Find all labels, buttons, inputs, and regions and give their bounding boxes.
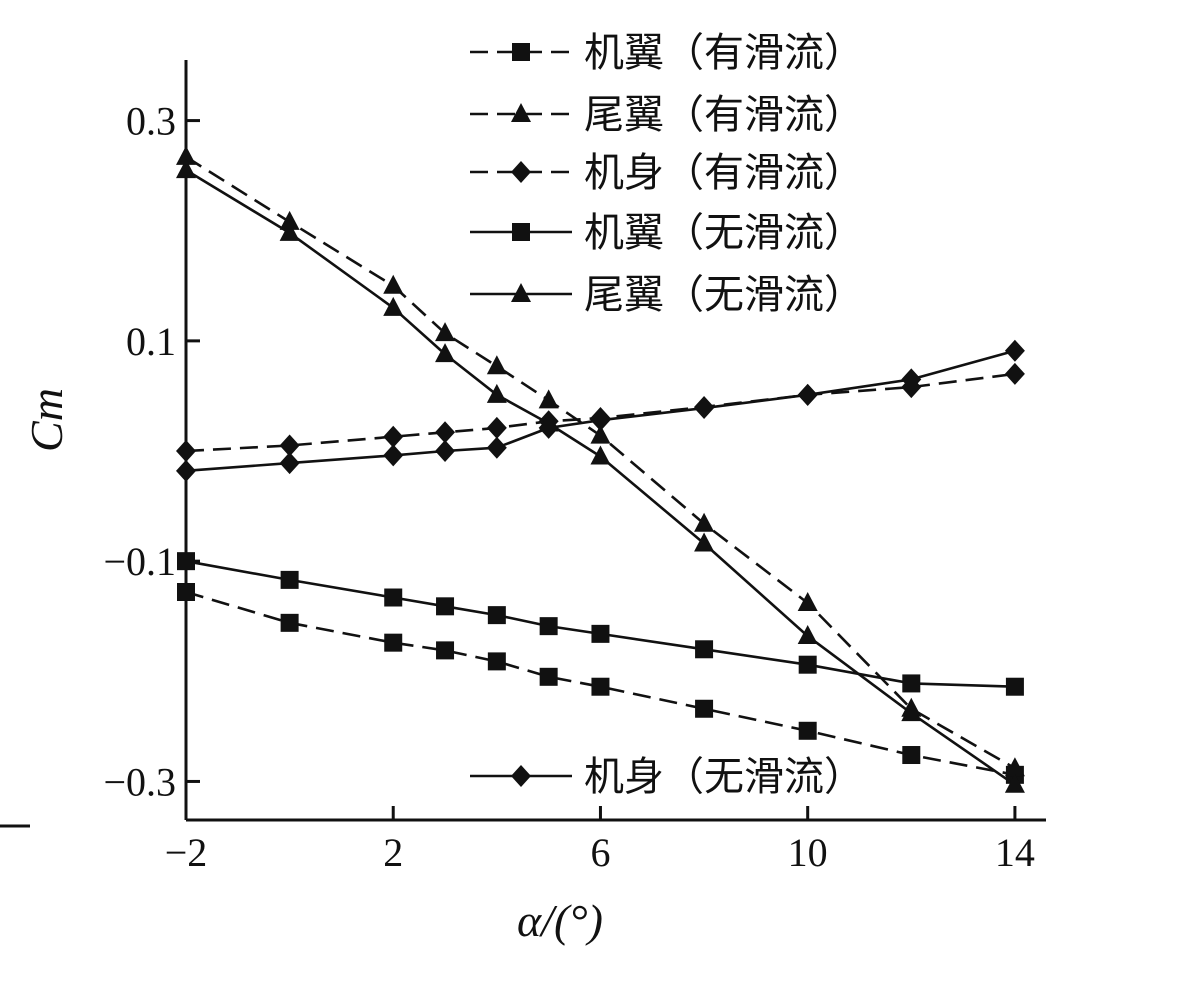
legend-item: 机身（有滑流） bbox=[470, 150, 864, 196]
data-point bbox=[279, 434, 300, 457]
data-point bbox=[590, 445, 611, 465]
legend-label: 机身（无滑流） bbox=[584, 754, 864, 800]
data-point bbox=[590, 424, 611, 444]
data-point bbox=[176, 145, 196, 165]
legend: 机翼（有滑流） 尾翼（有滑流） 机身（有滑流） 机翼（无滑流） 尾翼（无滑流） 机身（无滑… bbox=[470, 30, 864, 800]
y-tick-label: 0.3 bbox=[126, 99, 176, 144]
data-point bbox=[797, 592, 818, 612]
data-point bbox=[694, 532, 715, 552]
data-point bbox=[176, 159, 196, 179]
data-point bbox=[901, 702, 922, 722]
data-point bbox=[539, 617, 558, 636]
data-point bbox=[695, 699, 714, 718]
legend-item: 尾翼（有滑流） bbox=[470, 92, 864, 138]
data-point bbox=[384, 588, 403, 607]
data-point bbox=[176, 440, 196, 463]
x-axis-label: α/(°) bbox=[517, 895, 603, 946]
plot-frame bbox=[0, 60, 1046, 828]
legend-marker bbox=[512, 223, 530, 241]
legend-item: 机身（无滑流） bbox=[470, 754, 864, 800]
y-tick-label: −0.3 bbox=[103, 759, 176, 804]
data-point bbox=[694, 397, 715, 420]
data-point bbox=[435, 322, 456, 342]
series-1 bbox=[177, 583, 1024, 784]
data-point bbox=[797, 383, 818, 406]
data-point bbox=[486, 436, 507, 459]
data-point bbox=[436, 597, 455, 616]
data-point bbox=[487, 652, 506, 671]
data-point bbox=[280, 570, 299, 589]
data-point bbox=[1004, 362, 1025, 385]
data-point bbox=[486, 355, 507, 375]
legend-label: 机身（有滑流） bbox=[584, 150, 864, 196]
data-point bbox=[1004, 757, 1025, 777]
y-tick-label: 0.1 bbox=[126, 319, 176, 364]
data-point bbox=[1004, 339, 1025, 362]
x-tick-label: 14 bbox=[995, 830, 1035, 875]
data-point bbox=[591, 624, 610, 643]
data-point bbox=[383, 296, 404, 316]
data-point bbox=[279, 210, 300, 230]
data-point bbox=[383, 274, 404, 294]
legend-marker bbox=[511, 765, 531, 787]
legend-item: 机翼（有滑流） bbox=[470, 30, 864, 76]
data-point bbox=[435, 343, 456, 363]
series-layer bbox=[176, 145, 1025, 793]
data-point bbox=[591, 677, 610, 696]
data-point bbox=[383, 444, 404, 467]
y-axis-label: Cm bbox=[21, 388, 72, 452]
legend-item: 尾翼（无滑流） bbox=[470, 272, 864, 318]
legend-label: 机翼（有滑流） bbox=[584, 30, 864, 76]
data-point bbox=[538, 389, 559, 409]
data-point bbox=[435, 421, 456, 444]
data-point bbox=[384, 633, 403, 652]
x-tick-label: 2 bbox=[383, 830, 403, 875]
data-point bbox=[1004, 773, 1025, 793]
legend-item: 机翼（无滑流） bbox=[470, 210, 864, 256]
data-point bbox=[695, 640, 714, 659]
series-line bbox=[185, 590, 1016, 777]
data-point bbox=[902, 674, 921, 693]
data-point bbox=[280, 613, 299, 632]
legend-label: 尾翼（有滑流） bbox=[584, 92, 864, 138]
data-point bbox=[901, 368, 922, 391]
x-tick-label: 6 bbox=[590, 830, 610, 875]
data-point bbox=[538, 416, 559, 439]
data-point bbox=[486, 416, 507, 439]
data-point bbox=[486, 383, 507, 403]
legend-label: 尾翼（无滑流） bbox=[584, 272, 864, 318]
data-point bbox=[487, 606, 506, 625]
data-point bbox=[902, 746, 921, 765]
x-tick-label: −2 bbox=[165, 830, 208, 875]
data-point bbox=[798, 721, 817, 740]
x-tick-label: 10 bbox=[788, 830, 828, 875]
data-point bbox=[176, 459, 196, 482]
legend-label: 机翼（无滑流） bbox=[584, 210, 864, 256]
data-point bbox=[279, 221, 300, 241]
y-tick-label: −0.1 bbox=[103, 539, 176, 584]
legend-marker bbox=[512, 43, 530, 61]
legend-marker bbox=[511, 103, 531, 122]
data-point bbox=[797, 625, 818, 645]
data-point bbox=[436, 641, 455, 660]
axis-ticks: −2 2 6 10 14 −0.3 −0.1 0.1 0.3 bbox=[103, 99, 1034, 875]
data-point bbox=[694, 512, 715, 532]
legend-marker bbox=[511, 283, 531, 302]
data-point bbox=[1005, 677, 1024, 696]
data-point bbox=[798, 655, 817, 674]
data-point bbox=[177, 552, 195, 571]
data-point bbox=[435, 440, 456, 463]
data-point bbox=[279, 452, 300, 475]
data-point bbox=[383, 425, 404, 448]
series-4 bbox=[177, 552, 1024, 696]
series-line bbox=[185, 559, 1015, 688]
data-point bbox=[539, 667, 558, 686]
data-point bbox=[590, 409, 611, 432]
data-point bbox=[177, 583, 195, 601]
series-6 bbox=[176, 339, 1025, 482]
legend-marker bbox=[511, 161, 531, 183]
